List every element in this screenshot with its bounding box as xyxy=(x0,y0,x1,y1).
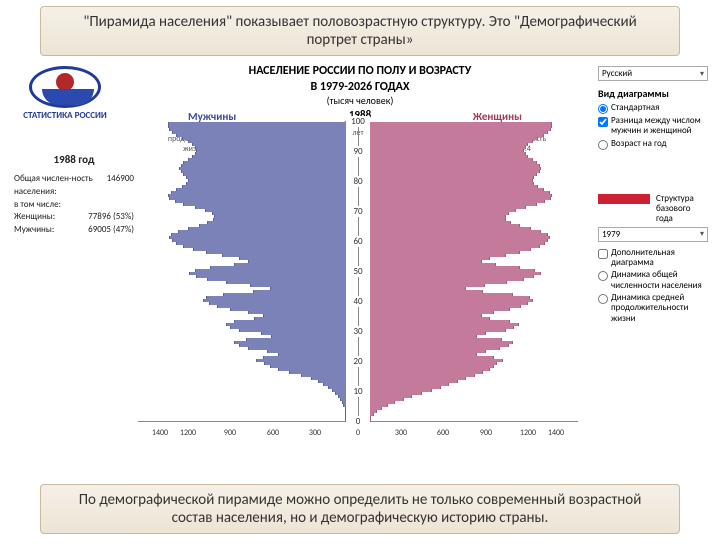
radio-dyn-pop[interactable]: Динамика общей численности населения xyxy=(598,270,708,291)
chevron-down-icon: ▾ xyxy=(700,69,704,79)
year-select[interactable]: 1979▾ xyxy=(598,227,708,242)
radio-standard[interactable]: Стандартная xyxy=(598,103,708,114)
radio-age[interactable]: Возраст на год xyxy=(598,139,708,150)
chk-structure[interactable]: Структура базового года xyxy=(598,194,708,225)
controls-panel: Русский▾ Вид диаграммы Стандартная Разни… xyxy=(598,66,708,326)
lang-select[interactable]: Русский▾ xyxy=(598,66,708,81)
chk-additional[interactable]: Дополнительная диаграмма xyxy=(598,248,708,269)
chart-area: СТАТИСТИКА РОССИИ НАСЕЛЕНИЕ РОССИИ ПО ПО… xyxy=(8,62,712,482)
stats-year: 1988 год xyxy=(14,152,134,167)
radio-diff[interactable]: Разница между числом мужчин и женщиной xyxy=(598,116,708,137)
logo-icon xyxy=(29,66,101,108)
view-heading: Вид диаграммы xyxy=(598,87,708,100)
bottom-banner: По демографической пирамиде можно опреде… xyxy=(40,484,680,534)
top-banner: "Пирамида населения" показывает половозр… xyxy=(40,6,680,56)
population-pyramid: возраст, лет 1009080706050403020100 1400… xyxy=(138,122,578,452)
chevron-down-icon: ▾ xyxy=(700,229,704,239)
stats-block: 1988 год Общая числен-ность146900населен… xyxy=(14,152,134,236)
stats-logo: СТАТИСТИКА РОССИИ xyxy=(20,66,110,121)
female-bars xyxy=(370,122,580,422)
male-bars xyxy=(136,122,346,422)
logo-text: СТАТИСТИКА РОССИИ xyxy=(20,110,110,121)
radio-dyn-life[interactable]: Динамика средней продолжительности жизни xyxy=(598,293,708,324)
red-chip-icon xyxy=(598,194,650,204)
